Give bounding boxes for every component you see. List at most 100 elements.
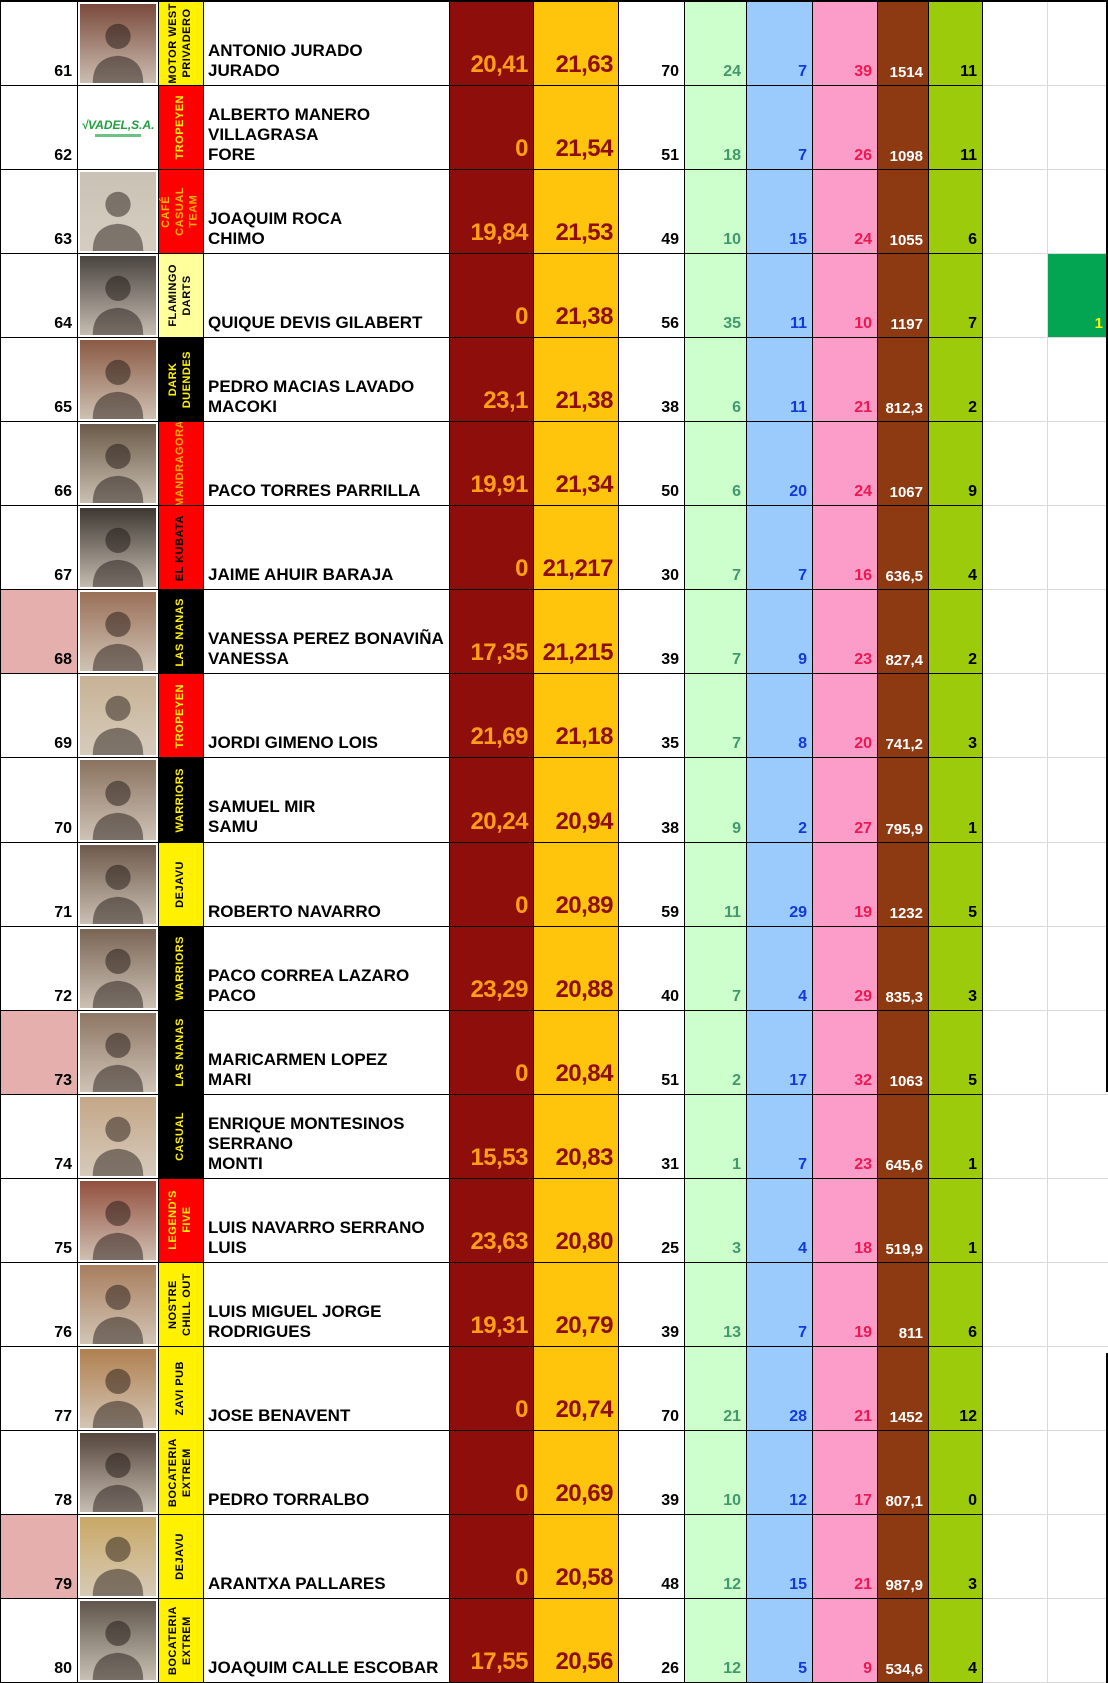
spacer-cell[interactable] xyxy=(1048,170,1108,255)
player-name-cell[interactable]: LUIS MIGUEL JORGE RODRIGUES xyxy=(204,1262,450,1347)
rank-cell[interactable]: 69 xyxy=(1,674,78,759)
rank-cell[interactable]: 76 xyxy=(1,1262,78,1347)
stat-pink-cell[interactable]: 19 xyxy=(813,842,878,927)
stat-olive-cell[interactable]: 11 xyxy=(929,2,983,87)
stat-pink-cell[interactable]: 24 xyxy=(813,170,878,255)
team-cell[interactable]: TROPEYEN xyxy=(159,674,204,759)
stat-green-cell[interactable]: 24 xyxy=(685,2,747,87)
points-cell[interactable]: 827,4 xyxy=(878,590,929,675)
games-cell[interactable]: 31 xyxy=(619,1094,685,1179)
spacer-cell[interactable] xyxy=(1048,1598,1108,1683)
rank-cell[interactable]: 75 xyxy=(1,1178,78,1263)
points-cell[interactable]: 1452 xyxy=(878,1346,929,1431)
player-name-cell[interactable]: PACO CORREA LAZARO PACO xyxy=(204,926,450,1011)
rank-cell[interactable]: 77 xyxy=(1,1346,78,1431)
avg-global-cell[interactable]: 20,56 xyxy=(534,1598,619,1683)
stat-blue-cell[interactable]: 8 xyxy=(747,674,813,759)
stat-olive-cell[interactable]: 3 xyxy=(929,1514,983,1599)
team-cell[interactable]: FLAMINGO DARTS xyxy=(159,254,204,339)
avg-local-cell[interactable]: 0 xyxy=(450,1010,534,1095)
avg-global-cell[interactable]: 21,217 xyxy=(534,506,619,591)
spacer-cell[interactable] xyxy=(1048,1094,1108,1179)
team-cell[interactable]: BOCATERIA EXTREM xyxy=(159,1598,204,1683)
player-name-cell[interactable]: JAIME AHUIR BARAJA xyxy=(204,506,450,591)
stat-blue-cell[interactable]: 7 xyxy=(747,1094,813,1179)
player-name-cell[interactable]: LUIS NAVARRO SERRANO LUIS xyxy=(204,1178,450,1263)
games-cell[interactable]: 39 xyxy=(619,1262,685,1347)
spacer-cell[interactable] xyxy=(1048,86,1108,171)
stat-blue-cell[interactable]: 15 xyxy=(747,1514,813,1599)
stat-green-cell[interactable]: 10 xyxy=(685,170,747,255)
team-cell[interactable]: LAS NANAS xyxy=(159,590,204,675)
team-cell[interactable]: NOSTRE CHILL OUT xyxy=(159,1262,204,1347)
stat-blue-cell[interactable]: 7 xyxy=(747,86,813,171)
avg-local-cell[interactable]: 23,1 xyxy=(450,338,534,423)
stat-green-cell[interactable]: 13 xyxy=(685,1262,747,1347)
avg-global-cell[interactable]: 21,38 xyxy=(534,254,619,339)
avg-local-cell[interactable]: 0 xyxy=(450,506,534,591)
avg-local-cell[interactable]: 0 xyxy=(450,254,534,339)
points-cell[interactable]: 987,9 xyxy=(878,1514,929,1599)
stat-pink-cell[interactable]: 27 xyxy=(813,758,878,843)
photo-cell[interactable] xyxy=(78,506,159,591)
avg-local-cell[interactable]: 20,24 xyxy=(450,758,534,843)
stat-olive-cell[interactable]: 4 xyxy=(929,506,983,591)
games-cell[interactable]: 51 xyxy=(619,86,685,171)
player-name-cell[interactable]: JORDI GIMENO LOIS xyxy=(204,674,450,759)
rank-cell[interactable]: 62 xyxy=(1,86,78,171)
stat-pink-cell[interactable]: 18 xyxy=(813,1178,878,1263)
stat-blue-cell[interactable]: 2 xyxy=(747,758,813,843)
games-cell[interactable]: 35 xyxy=(619,674,685,759)
stat-olive-cell[interactable]: 1 xyxy=(929,758,983,843)
points-cell[interactable]: 807,1 xyxy=(878,1430,929,1515)
stat-pink-cell[interactable]: 39 xyxy=(813,2,878,87)
team-cell[interactable]: MOTOR WEST PRIVADERO xyxy=(159,2,204,87)
avg-global-cell[interactable]: 20,88 xyxy=(534,926,619,1011)
stat-olive-cell[interactable]: 1 xyxy=(929,1178,983,1263)
games-cell[interactable]: 30 xyxy=(619,506,685,591)
stat-blue-cell[interactable]: 12 xyxy=(747,1430,813,1515)
stat-blue-cell[interactable]: 17 xyxy=(747,1010,813,1095)
stat-olive-cell[interactable]: 5 xyxy=(929,842,983,927)
stat-pink-cell[interactable]: 24 xyxy=(813,422,878,507)
stat-pink-cell[interactable]: 26 xyxy=(813,86,878,171)
stat-green-cell[interactable]: 18 xyxy=(685,86,747,171)
games-cell[interactable]: 56 xyxy=(619,254,685,339)
rank-cell[interactable]: 70 xyxy=(1,758,78,843)
stat-blue-cell[interactable]: 7 xyxy=(747,2,813,87)
spacer-cell[interactable] xyxy=(983,590,1048,675)
photo-cell[interactable] xyxy=(78,1598,159,1683)
spacer-cell[interactable] xyxy=(1048,1346,1108,1431)
player-name-cell[interactable]: MARICARMEN LOPEZ MARI xyxy=(204,1010,450,1095)
spacer-cell[interactable] xyxy=(1048,590,1108,675)
photo-cell[interactable] xyxy=(78,422,159,507)
rank-cell[interactable]: 72 xyxy=(1,926,78,1011)
stat-olive-cell[interactable]: 2 xyxy=(929,338,983,423)
avg-global-cell[interactable]: 20,89 xyxy=(534,842,619,927)
avg-local-cell[interactable]: 0 xyxy=(450,1346,534,1431)
team-cell[interactable]: WARRIORS xyxy=(159,758,204,843)
player-name-cell[interactable]: ENRIQUE MONTESINOS SERRANO MONTI xyxy=(204,1094,450,1179)
stat-olive-cell[interactable]: 6 xyxy=(929,170,983,255)
team-cell[interactable]: TROPEYEN xyxy=(159,86,204,171)
spacer-cell[interactable] xyxy=(1048,506,1108,591)
avg-local-cell[interactable]: 0 xyxy=(450,1514,534,1599)
points-cell[interactable]: 1232 xyxy=(878,842,929,927)
stat-olive-cell[interactable]: 4 xyxy=(929,1598,983,1683)
photo-cell[interactable] xyxy=(78,1514,159,1599)
spacer-cell[interactable] xyxy=(1048,338,1108,423)
stat-green-cell[interactable]: 11 xyxy=(685,842,747,927)
avg-local-cell[interactable]: 19,84 xyxy=(450,170,534,255)
team-cell[interactable]: LAS NANAS xyxy=(159,1010,204,1095)
photo-cell[interactable] xyxy=(78,170,159,255)
spacer-cell[interactable] xyxy=(983,1430,1048,1515)
stat-pink-cell[interactable]: 19 xyxy=(813,1262,878,1347)
rank-cell[interactable]: 78 xyxy=(1,1430,78,1515)
spacer-cell[interactable] xyxy=(983,842,1048,927)
games-cell[interactable]: 40 xyxy=(619,926,685,1011)
avg-global-cell[interactable]: 21,34 xyxy=(534,422,619,507)
rank-cell[interactable]: 68 xyxy=(1,590,78,675)
player-name-cell[interactable]: PEDRO MACIAS LAVADO MACOKI xyxy=(204,338,450,423)
avg-local-cell[interactable]: 19,31 xyxy=(450,1262,534,1347)
avg-local-cell[interactable]: 17,55 xyxy=(450,1598,534,1683)
